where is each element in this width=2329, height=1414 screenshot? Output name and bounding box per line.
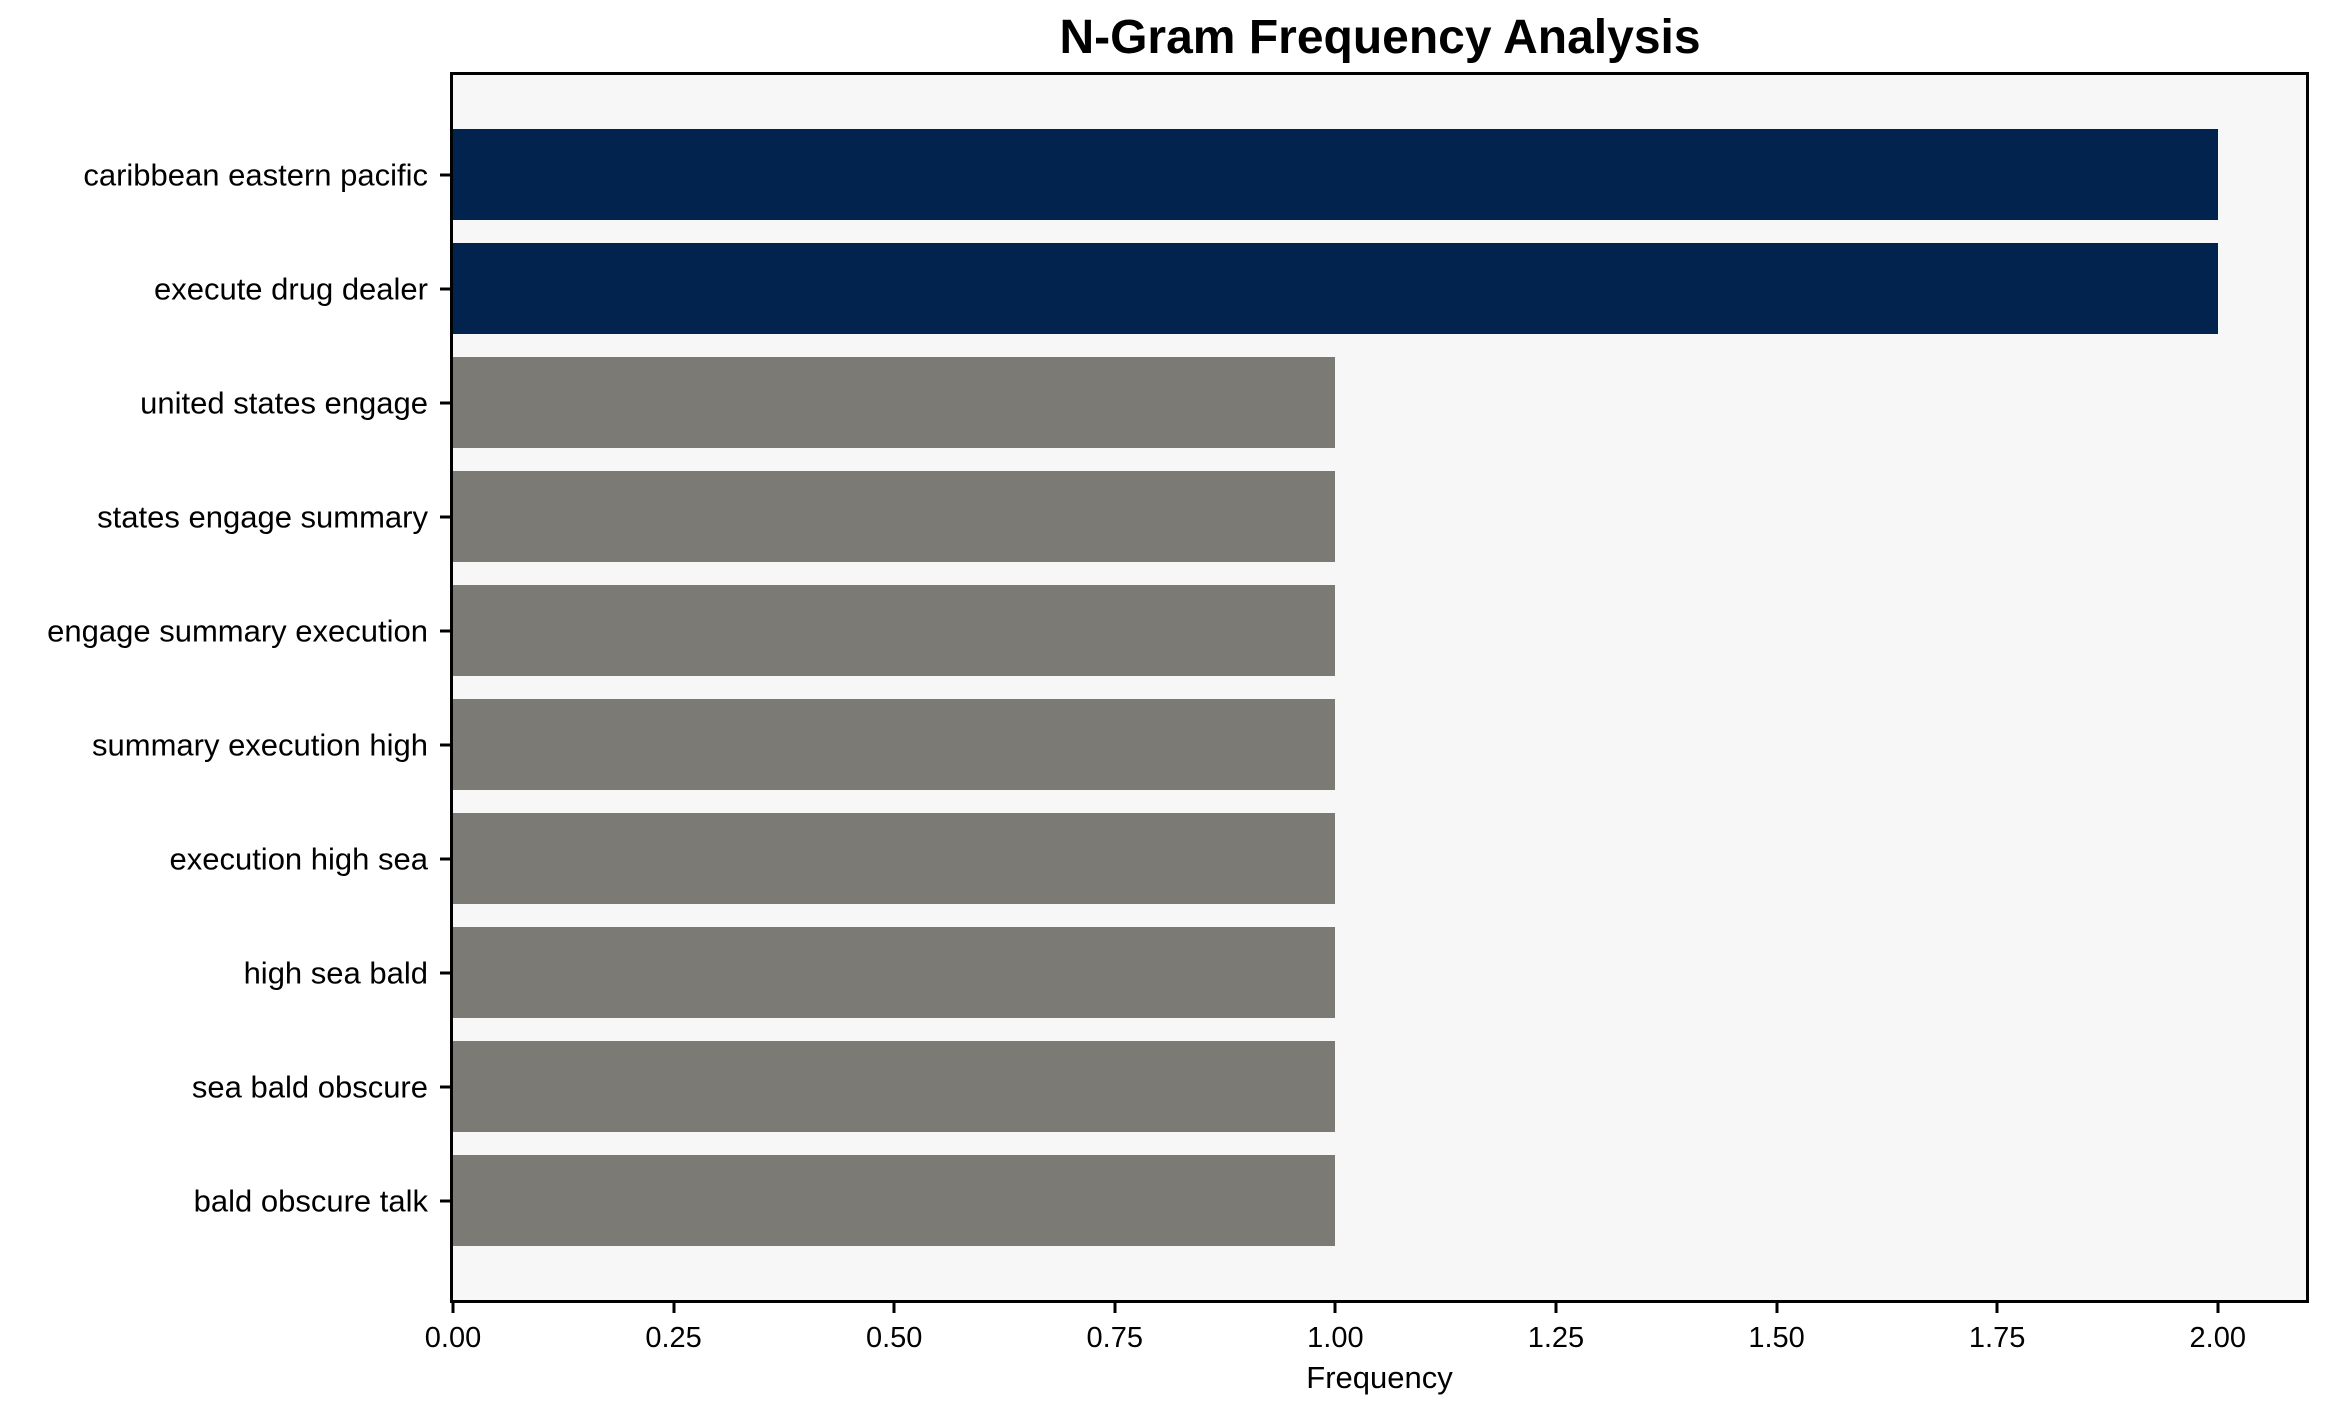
bar	[453, 813, 1336, 904]
xtick-mark	[1775, 1303, 1779, 1313]
bar	[453, 243, 2218, 334]
bar-row: execute drug dealer	[154, 243, 2306, 334]
xtick-mark	[451, 1303, 455, 1313]
ytick-label: summary execution high	[92, 727, 428, 762]
xtick-mark	[672, 1303, 676, 1313]
bars-area: caribbean eastern pacific execute drug de…	[47, 75, 2306, 1300]
bar	[453, 1155, 1336, 1246]
ytick-label: execution high sea	[169, 841, 428, 876]
ytick-mark	[440, 1199, 450, 1202]
bar	[453, 699, 1336, 790]
ytick-label: states engage summary	[97, 499, 428, 534]
xtick-label: 1.25	[1527, 1322, 1585, 1354]
ytick-label: sea bald obscure	[191, 1069, 428, 1104]
xtick-label: 1.75	[1968, 1322, 2026, 1354]
ytick-mark	[440, 629, 450, 632]
xtick-mark	[1554, 1303, 1558, 1313]
ytick-mark	[440, 287, 450, 290]
xtick-mark	[1995, 1303, 1999, 1313]
bar-row: united states engage	[140, 357, 2306, 448]
xtick-label: 0.25	[645, 1322, 702, 1354]
ytick-label: engage summary execution	[47, 613, 428, 648]
plot-area: caribbean eastern pacific execute drug de…	[47, 72, 2309, 1393]
ytick-mark	[440, 1085, 450, 1088]
bar	[453, 1041, 1336, 1132]
xtick-mark	[2216, 1303, 2220, 1313]
bar-row: states engage summary	[97, 471, 2306, 562]
ytick-mark	[440, 401, 450, 404]
xtick-label: 0.50	[865, 1322, 923, 1354]
xtick-mark	[1113, 1303, 1117, 1313]
bar-row: execution high sea	[169, 813, 2306, 904]
bar	[453, 585, 1336, 676]
ytick-mark	[440, 515, 450, 518]
ytick-label: high sea bald	[243, 955, 428, 990]
bar	[453, 927, 1336, 1018]
xtick-mark	[1333, 1303, 1337, 1313]
xtick-label: 1.50	[1748, 1322, 1805, 1354]
bar	[453, 471, 1336, 562]
ytick-mark	[440, 743, 450, 746]
xtick-label: 0.00	[424, 1322, 482, 1354]
xaxis-label: Frequency	[1306, 1360, 1453, 1395]
ytick-label: united states engage	[140, 385, 428, 420]
ytick-mark	[440, 173, 450, 176]
ytick-mark	[440, 857, 450, 860]
xtick-mark	[892, 1303, 896, 1313]
xtick-label: 2.00	[2189, 1322, 2246, 1354]
ytick-mark	[440, 971, 450, 974]
xtick-label: 0.75	[1086, 1322, 1144, 1354]
bar-row: bald obscure talk	[194, 1155, 2306, 1246]
bar-row: sea bald obscure	[192, 1041, 2306, 1132]
xtick-label: 1.00	[1307, 1322, 1364, 1354]
ytick-label: execute drug dealer	[153, 271, 428, 306]
chart-title: N-Gram Frequency Analysis	[1059, 11, 1701, 64]
bar	[453, 357, 1336, 448]
bar-row: caribbean eastern pacific	[83, 129, 2306, 220]
bar-row: high sea bald	[244, 927, 2306, 1018]
bar-row: summary execution high	[92, 699, 2306, 790]
ytick-label: caribbean eastern pacific	[83, 157, 428, 192]
bar-row: engage summary execution	[47, 585, 2306, 676]
ytick-label: bald obscure talk	[193, 1183, 428, 1218]
bar	[453, 129, 2218, 220]
